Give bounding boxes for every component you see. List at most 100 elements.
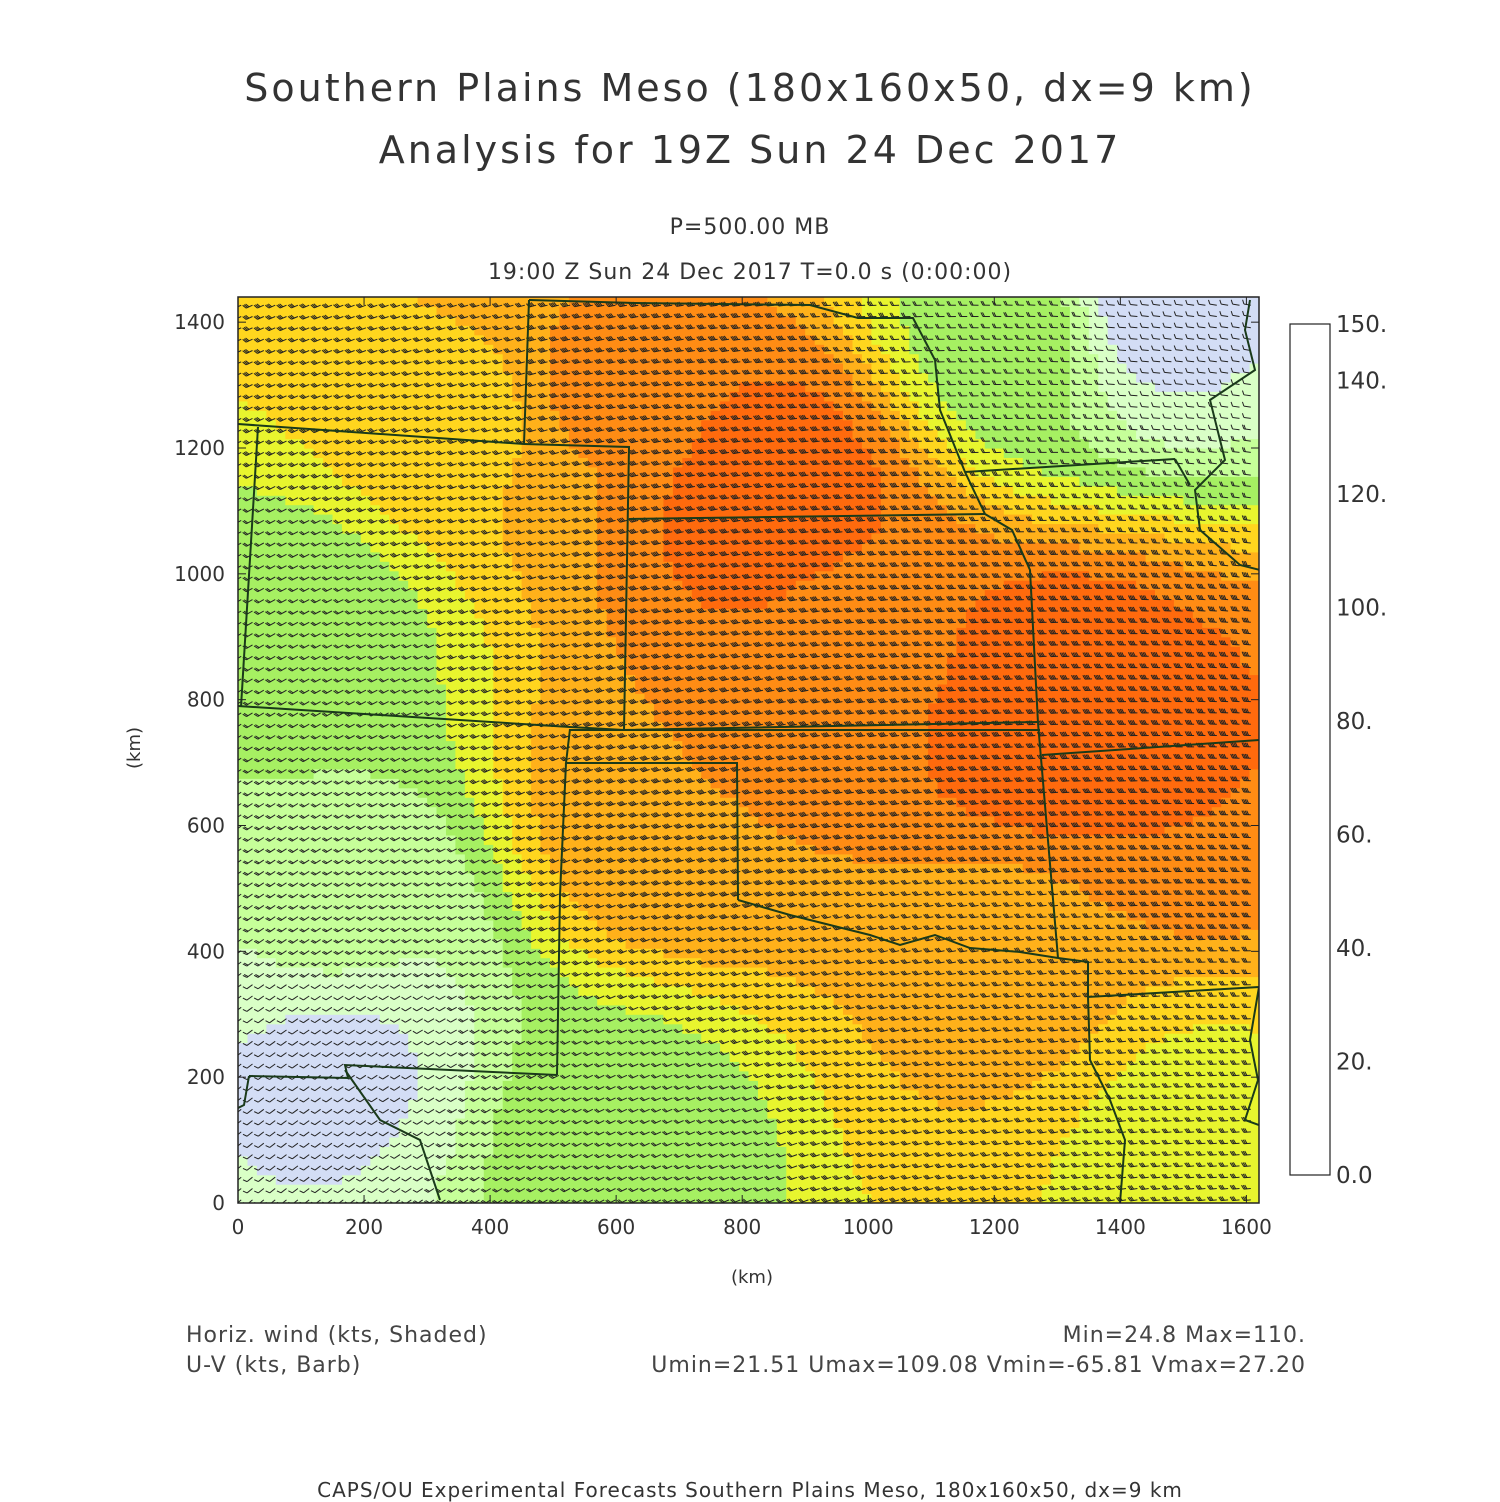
field-cell [248, 1014, 258, 1024]
field-cell [276, 920, 286, 930]
field-cell [295, 986, 305, 996]
field-cell [257, 1080, 267, 1090]
field-cell [276, 816, 286, 826]
field-cell [314, 807, 324, 817]
field-cell [276, 863, 286, 873]
field-cell [314, 1090, 324, 1100]
field-cell [304, 486, 314, 496]
field-cell [285, 807, 295, 817]
field-cell [248, 901, 258, 911]
field-cell [304, 646, 314, 656]
field-cell [248, 1052, 258, 1062]
field-cell [248, 306, 258, 316]
field-cell [257, 637, 267, 647]
field-cell [314, 1194, 324, 1204]
field-cell [248, 325, 258, 335]
wind-map-figure: 0 200 400 600 800 1000 1200 1400 1600 0200400600… [0, 0, 1500, 1500]
field-cell [304, 391, 314, 401]
field-cell [257, 1033, 267, 1043]
field-cell [238, 863, 248, 873]
field-cell [314, 920, 324, 930]
field-cell [238, 495, 248, 505]
field-cell [257, 524, 267, 534]
field-cell [314, 977, 324, 987]
field-cell [276, 977, 286, 987]
field-cell [238, 1137, 248, 1147]
field-cell [304, 363, 314, 373]
field-cell [276, 807, 286, 817]
field-cell [276, 1146, 286, 1156]
field-cell [285, 1080, 295, 1090]
field-cell [323, 1052, 333, 1062]
field-cell [285, 958, 295, 968]
field-cell [295, 1005, 305, 1015]
field-cell [238, 986, 248, 996]
field-cell [266, 1137, 276, 1147]
field-cell [295, 665, 305, 675]
field-cell [285, 1137, 295, 1147]
field-cell [295, 457, 305, 467]
field-cell [285, 1128, 295, 1138]
field-cell [285, 306, 295, 316]
field-cell [248, 1165, 258, 1175]
field-cell [295, 693, 305, 703]
field-cell [285, 995, 295, 1005]
field-cell [276, 1109, 286, 1119]
field-cell [238, 637, 248, 647]
field-cell [285, 1052, 295, 1062]
field-cell [304, 335, 314, 345]
field-cell [304, 995, 314, 1005]
field-cell [238, 1033, 248, 1043]
field-cell [285, 1109, 295, 1119]
field-cell [257, 467, 267, 477]
field-cell [257, 807, 267, 817]
field-cell [276, 693, 286, 703]
field-cell [238, 750, 248, 760]
field-cell [314, 1061, 324, 1071]
field-cell [248, 958, 258, 968]
field-cell [257, 1146, 267, 1156]
field-cell [285, 1184, 295, 1194]
field-cell [285, 977, 295, 987]
field-cell [285, 1014, 295, 1024]
field-cell [257, 1043, 267, 1053]
field-cell [238, 580, 248, 590]
field-cell [295, 759, 305, 769]
field-cell [248, 316, 258, 326]
field-cell [295, 1043, 305, 1053]
field-cell [285, 363, 295, 373]
field-cell [304, 476, 314, 486]
field-cell [304, 495, 314, 505]
field-cell [285, 1033, 295, 1043]
field-cell [295, 816, 305, 826]
field-cell [238, 807, 248, 817]
field-cell [257, 1175, 267, 1185]
field-cell [257, 986, 267, 996]
field-cell [314, 863, 324, 873]
field-cell [323, 1165, 333, 1175]
field-cell [257, 1194, 267, 1204]
field-cell [304, 533, 314, 543]
field-cell [276, 1033, 286, 1043]
field-cell [285, 1194, 295, 1204]
field-cell [304, 1165, 314, 1175]
field-cell [276, 580, 286, 590]
field-cell [238, 524, 248, 534]
field-cell [257, 693, 267, 703]
field-cell [257, 863, 267, 873]
field-cell [295, 920, 305, 930]
field-cell [314, 1043, 324, 1053]
field-cell [257, 1099, 267, 1109]
field-cell [266, 1165, 276, 1175]
field-cell [238, 344, 248, 354]
field-cell [238, 1194, 248, 1204]
field-cell [304, 429, 314, 439]
field-cell [295, 863, 305, 873]
field-cell [248, 1109, 258, 1119]
field-cell [276, 788, 286, 798]
field-cell [295, 722, 305, 732]
field-cell [276, 731, 286, 741]
field-cell [304, 1109, 314, 1119]
field-cell [257, 1137, 267, 1147]
field-cell [238, 552, 248, 562]
